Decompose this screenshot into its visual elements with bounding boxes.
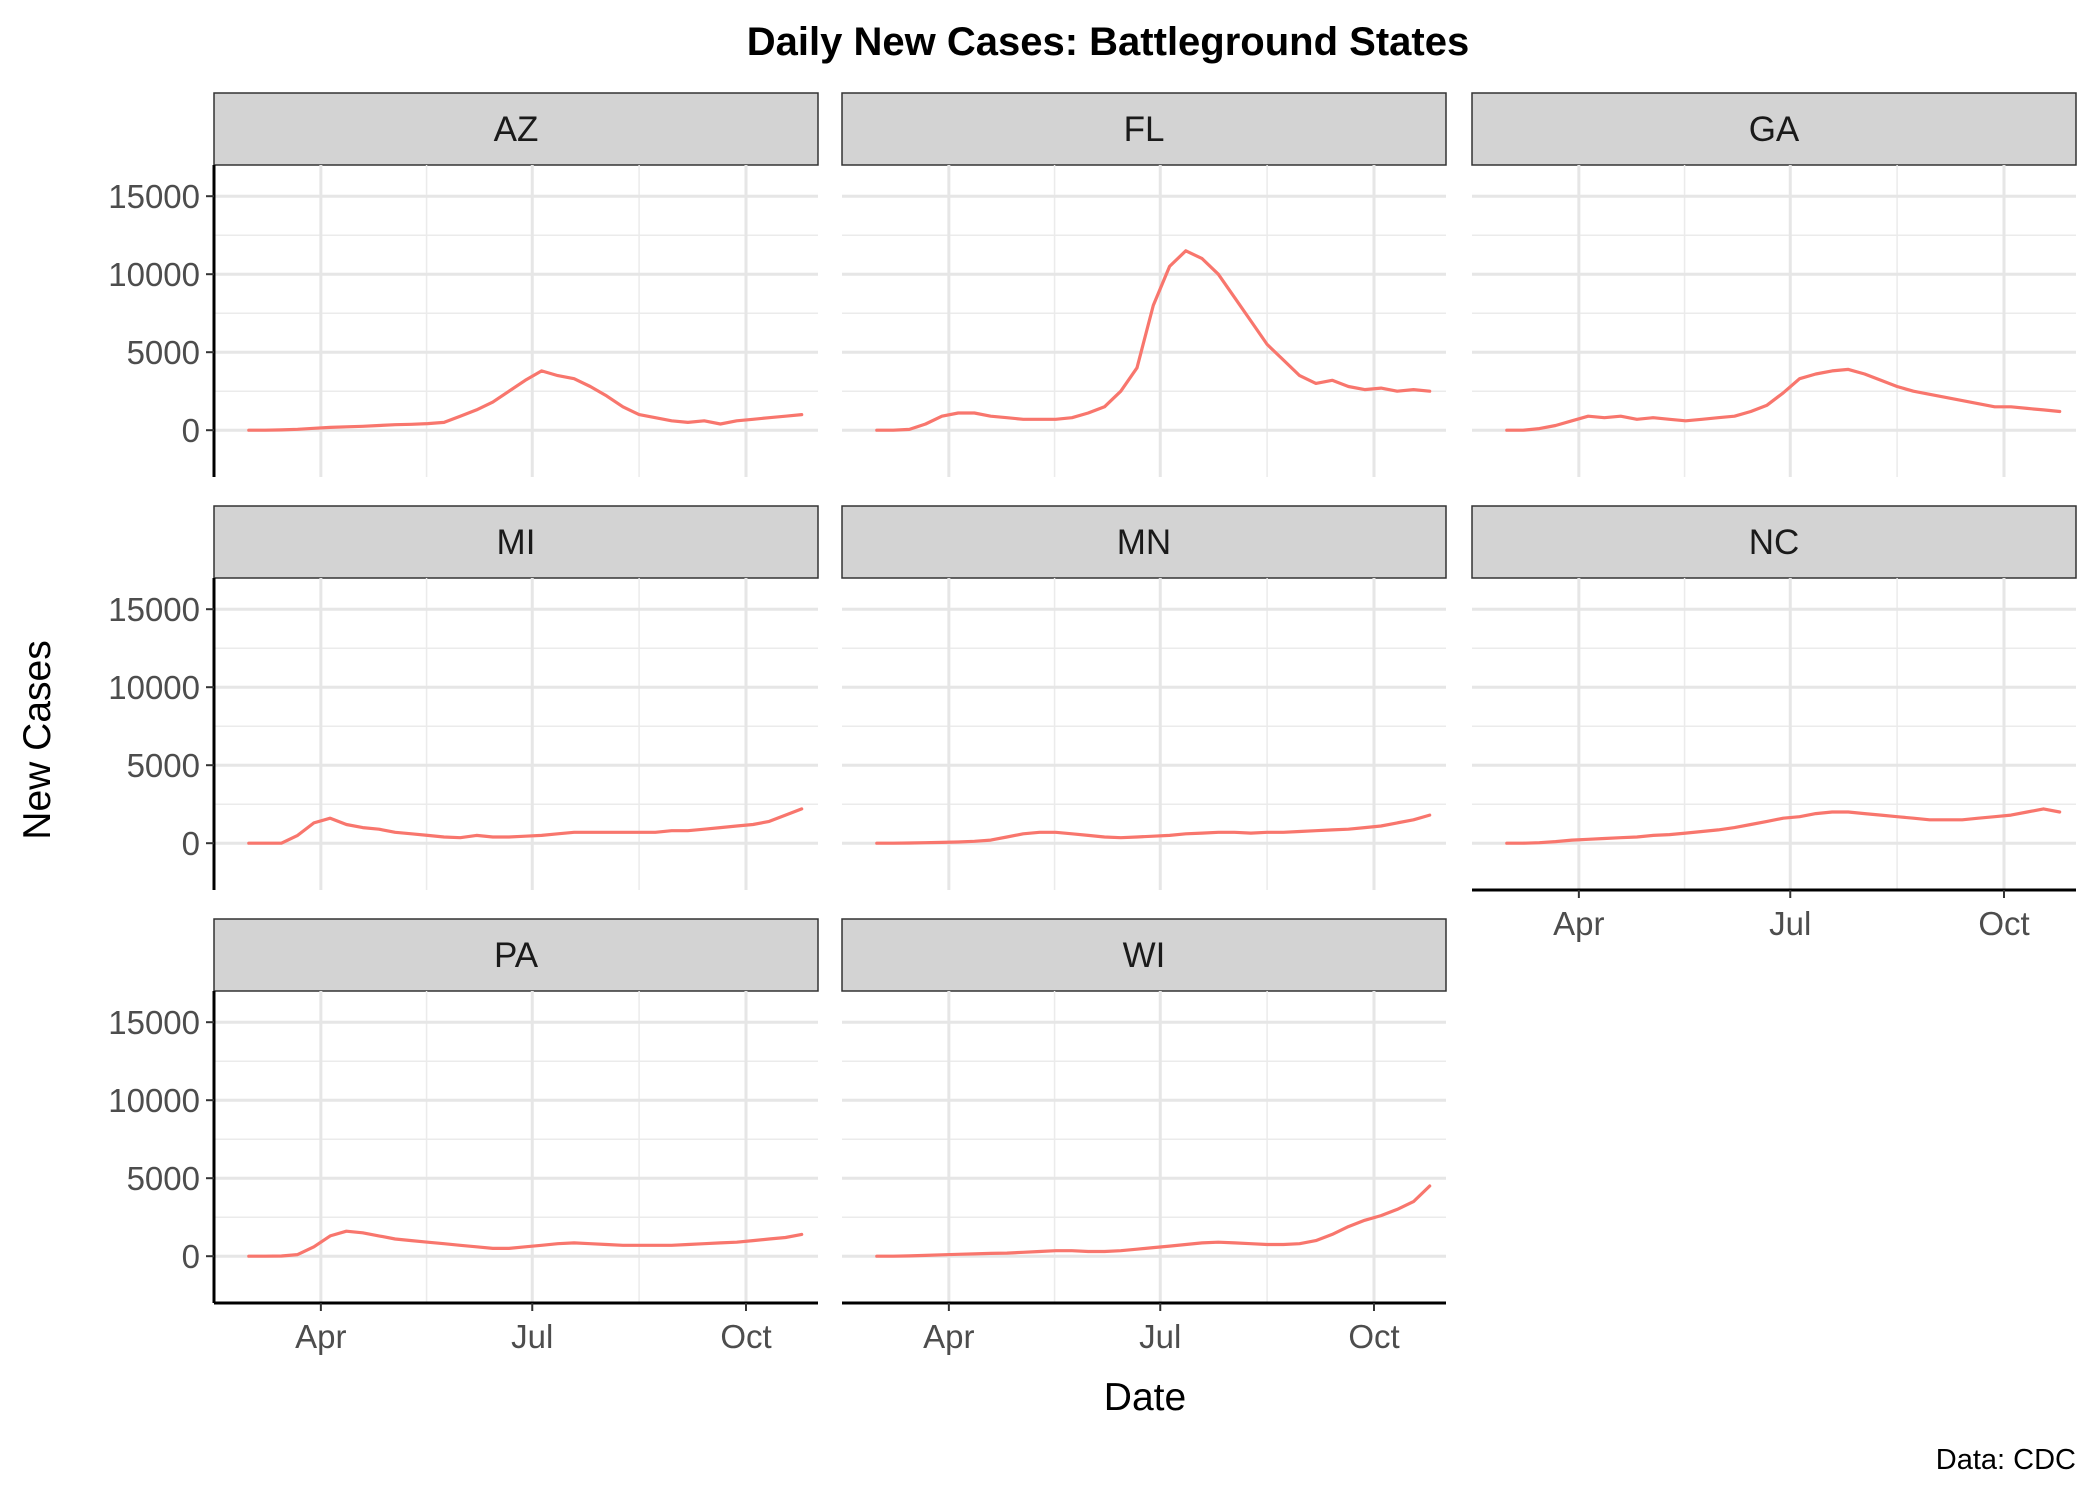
- panel-az: AZ 0 5000 10000 15000: [108, 92, 819, 477]
- chart-title: Daily New Cases: Battleground States: [747, 20, 1469, 64]
- facet-panels: AZ 0 5000 10000 15000 FL GA MI 0 5000 10000 15000 MN…: [108, 92, 2077, 1355]
- y-axis-title: New Cases: [16, 640, 59, 839]
- strip-label-ga: GA: [1749, 110, 1800, 149]
- strip-label-az: AZ: [494, 110, 539, 149]
- strip-label-wi: WI: [1123, 936, 1166, 975]
- series-line-ga: [1505, 367, 2062, 432]
- x-tick-label: Jul: [1139, 1318, 1181, 1355]
- x-tick-label: Jul: [1769, 905, 1811, 942]
- strip-fl: [841, 92, 1447, 166]
- strip-pa: [213, 918, 819, 992]
- y-tick-label: 15000: [108, 591, 200, 628]
- strip-label-fl: FL: [1124, 110, 1165, 149]
- panel-wi: WI Apr Jul Oct: [841, 918, 1447, 1355]
- x-tick-label: Oct: [1978, 905, 2029, 942]
- panel-mi: MI 0 5000 10000 15000: [108, 505, 819, 890]
- x-tick-label: Jul: [511, 1318, 553, 1355]
- y-tick-label: 0: [182, 825, 200, 862]
- series-line-nc: [1505, 807, 2062, 845]
- panel-mn: MN: [841, 505, 1447, 890]
- x-tick-label: Apr: [1553, 905, 1604, 942]
- x-tick-label: Oct: [720, 1318, 771, 1355]
- y-tick-label: 0: [182, 412, 200, 449]
- y-tick-label: 0: [182, 1238, 200, 1275]
- x-tick-label: Oct: [1348, 1318, 1399, 1355]
- strip-mi: [213, 505, 819, 579]
- strip-wi: [841, 918, 1447, 992]
- series-line-pa: [247, 1229, 804, 1258]
- strip-ga: [1471, 92, 2077, 166]
- y-tick-label: 15000: [108, 178, 200, 215]
- y-tick-label: 10000: [108, 1082, 200, 1119]
- series-line-wi: [875, 1184, 1432, 1258]
- caption: Data: CDC: [1936, 1444, 2076, 1476]
- y-tick-label: 5000: [127, 747, 200, 784]
- strip-label-mi: MI: [497, 523, 536, 562]
- series-line-az: [247, 369, 804, 432]
- x-tick-label: Apr: [923, 1318, 974, 1355]
- series-line-mi: [247, 807, 804, 845]
- series-line-fl: [875, 249, 1432, 432]
- y-tick-label: 5000: [127, 334, 200, 371]
- x-tick-label: Apr: [295, 1318, 346, 1355]
- y-tick-label: 10000: [108, 256, 200, 293]
- panel-fl: FL: [841, 92, 1447, 477]
- x-axis-title: Date: [1104, 1376, 1186, 1419]
- y-tick-label: 10000: [108, 669, 200, 706]
- series-line-mn: [875, 813, 1432, 845]
- strip-az: [213, 92, 819, 166]
- panel-ga: GA: [1471, 92, 2077, 477]
- strip-label-mn: MN: [1117, 523, 1171, 562]
- y-tick-label: 5000: [127, 1160, 200, 1197]
- y-tick-label: 15000: [108, 1004, 200, 1041]
- panel-nc: NC Apr Jul Oct: [1471, 505, 2077, 942]
- panel-pa: PA 0 5000 10000 15000 Apr Jul Oct: [108, 918, 819, 1355]
- strip-mn: [841, 505, 1447, 579]
- strip-label-pa: PA: [494, 936, 539, 975]
- strip-label-nc: NC: [1749, 523, 1800, 562]
- strip-nc: [1471, 505, 2077, 579]
